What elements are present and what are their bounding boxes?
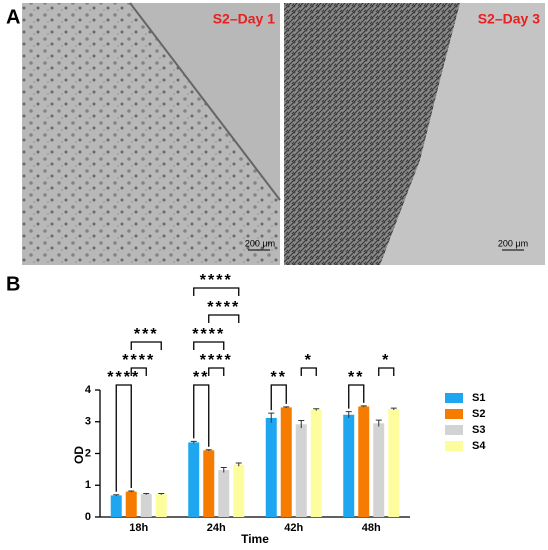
bar: [125, 491, 137, 517]
bar: [188, 442, 200, 517]
error-bar: [190, 440, 197, 444]
bar: [310, 409, 322, 517]
bar: [343, 414, 355, 517]
y-tick-label: 3: [85, 416, 91, 428]
significance-bracket: [115, 384, 132, 492]
significance-bracket: [193, 341, 225, 350]
error-bar: [283, 406, 290, 409]
bar: [203, 450, 215, 517]
error-bar: [390, 407, 397, 411]
error-bar: [158, 493, 165, 495]
panel-label: B: [6, 273, 20, 295]
bar: [280, 407, 292, 517]
error-bar: [220, 466, 227, 473]
significance-label: ***: [134, 326, 159, 343]
bar: [140, 494, 152, 517]
image-caption: S2–Day 3: [478, 11, 540, 27]
error-bar: [345, 411, 352, 418]
error-bar: [298, 419, 305, 429]
image-caption: S2–Day 1: [213, 11, 275, 27]
significance-bracket: [208, 367, 225, 376]
bar: [295, 424, 307, 517]
significance-label: ****: [122, 352, 155, 369]
significance-bracket: [193, 384, 210, 447]
significance-label: **: [348, 369, 364, 386]
x-tick-label: 42h: [284, 522, 303, 534]
bar: [358, 406, 370, 517]
legend-label: S2: [472, 408, 485, 420]
scale-label: 200 μm: [498, 238, 528, 248]
y-tick-label: 2: [85, 447, 91, 459]
significance-label: *: [305, 352, 313, 369]
y-tick-label: 1: [85, 479, 91, 491]
error-bar: [375, 419, 382, 427]
significance-label: ****: [207, 299, 240, 316]
y-tick-label: 0: [85, 511, 91, 523]
bar: [155, 494, 167, 517]
bar: [388, 409, 400, 517]
significance-bracket: [193, 287, 240, 296]
significance-label: ****: [192, 326, 225, 343]
y-tick-label: 4: [85, 384, 92, 396]
bar: [265, 417, 277, 517]
significance-bracket: [270, 384, 287, 411]
y-axis-label: OD: [72, 446, 86, 464]
bar: [110, 495, 122, 517]
significance-label: **: [193, 369, 209, 386]
legend-swatch: [445, 393, 463, 403]
x-tick-label: 24h: [207, 522, 226, 534]
significance-bracket: [208, 314, 240, 323]
significance-label: ****: [200, 352, 233, 369]
significance-label: *: [382, 352, 390, 369]
error-bar: [360, 405, 367, 408]
significance-bracket: [130, 341, 162, 350]
legend-swatch: [445, 441, 463, 451]
legend-label: S3: [472, 424, 485, 436]
legend-label: S4: [472, 440, 486, 452]
x-tick-label: 18h: [129, 522, 148, 534]
significance-bracket: [130, 367, 147, 376]
significance-label: ****: [107, 369, 140, 386]
significance-label: **: [271, 369, 287, 386]
bar: [373, 423, 385, 517]
significance-bracket: [300, 367, 317, 376]
x-axis-label: Time: [241, 532, 269, 546]
micrograph: [284, 3, 545, 265]
bar: [218, 470, 230, 517]
error-bar: [235, 462, 242, 467]
micrograph: [22, 2, 281, 265]
legend-swatch: [445, 425, 463, 435]
significance-bracket: [378, 367, 395, 376]
bar: [233, 464, 245, 517]
error-bar: [113, 494, 120, 497]
significance-label: ****: [200, 272, 233, 289]
legend-label: S1: [472, 392, 485, 404]
legend-swatch: [445, 409, 463, 419]
error-bar: [268, 412, 275, 423]
error-bar: [205, 449, 212, 451]
error-bar: [128, 490, 135, 493]
error-bar: [313, 408, 320, 411]
scale-label: 200 μm: [245, 238, 275, 248]
significance-bracket: [348, 384, 365, 409]
x-tick-label: 48h: [362, 522, 381, 534]
error-bar: [143, 493, 150, 495]
panel-label: A: [6, 6, 20, 28]
